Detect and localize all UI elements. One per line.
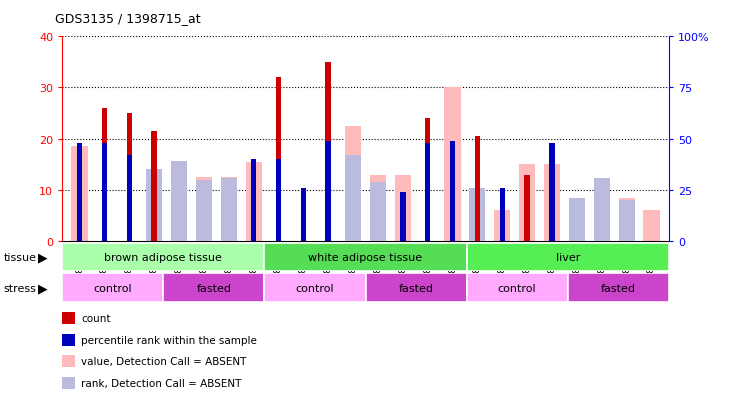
Text: liver: liver xyxy=(556,253,580,263)
Bar xyxy=(62,274,163,302)
Text: white adipose tissue: white adipose tissue xyxy=(308,253,423,263)
Bar xyxy=(77,143,83,242)
Bar xyxy=(163,274,265,302)
Bar xyxy=(425,119,431,242)
Bar xyxy=(345,127,361,242)
Bar xyxy=(499,188,505,242)
Bar xyxy=(221,178,237,242)
Bar xyxy=(643,211,659,242)
Text: rank, Detection Call = ABSENT: rank, Detection Call = ABSENT xyxy=(81,378,241,388)
Bar xyxy=(196,178,212,242)
Text: count: count xyxy=(81,313,110,323)
Bar xyxy=(265,274,366,302)
Text: brown adipose tissue: brown adipose tissue xyxy=(105,253,222,263)
Text: fasted: fasted xyxy=(398,283,433,293)
Bar xyxy=(146,170,162,242)
Text: control: control xyxy=(295,283,334,293)
Bar xyxy=(325,63,331,242)
Bar xyxy=(466,274,568,302)
Text: control: control xyxy=(94,283,132,293)
Bar xyxy=(171,178,187,242)
Bar xyxy=(618,201,635,242)
Bar xyxy=(366,274,466,302)
Bar xyxy=(345,156,361,242)
Bar xyxy=(569,199,585,242)
Bar xyxy=(72,147,88,242)
Bar xyxy=(325,141,331,242)
Text: fasted: fasted xyxy=(601,283,636,293)
Bar xyxy=(196,180,212,242)
Bar xyxy=(151,132,157,242)
Bar xyxy=(126,156,132,242)
Bar xyxy=(444,88,461,242)
Bar xyxy=(102,143,107,242)
Bar xyxy=(221,178,237,242)
Bar xyxy=(395,175,411,242)
Bar xyxy=(102,109,107,242)
Bar xyxy=(370,182,386,242)
Bar xyxy=(474,137,480,242)
Text: percentile rank within the sample: percentile rank within the sample xyxy=(81,335,257,345)
Text: tissue: tissue xyxy=(4,253,37,263)
Text: ▶: ▶ xyxy=(37,251,48,264)
Text: value, Detection Call = ABSENT: value, Detection Call = ABSENT xyxy=(81,356,246,366)
Bar xyxy=(594,178,610,242)
Text: GDS3135 / 1398715_at: GDS3135 / 1398715_at xyxy=(55,12,200,25)
Bar xyxy=(276,160,281,242)
Bar xyxy=(126,114,132,242)
Bar xyxy=(618,198,635,242)
Text: ▶: ▶ xyxy=(37,281,48,294)
Bar xyxy=(469,188,485,242)
Bar xyxy=(568,274,669,302)
Bar xyxy=(519,165,535,242)
Text: stress: stress xyxy=(4,283,37,293)
Text: control: control xyxy=(498,283,537,293)
Bar xyxy=(549,143,555,242)
Bar xyxy=(251,160,257,242)
Bar xyxy=(569,216,585,242)
Bar xyxy=(171,162,187,242)
Bar xyxy=(62,244,265,272)
Bar xyxy=(276,78,281,242)
Bar xyxy=(524,175,530,242)
Bar xyxy=(450,141,455,242)
Bar xyxy=(370,175,386,242)
Text: fasted: fasted xyxy=(197,283,231,293)
Bar xyxy=(246,162,262,242)
Bar xyxy=(494,211,510,242)
Bar xyxy=(300,188,306,242)
Bar xyxy=(265,244,466,272)
Bar xyxy=(400,192,406,242)
Bar xyxy=(425,143,431,242)
Bar xyxy=(594,224,610,242)
Bar xyxy=(544,165,560,242)
Bar xyxy=(466,244,669,272)
